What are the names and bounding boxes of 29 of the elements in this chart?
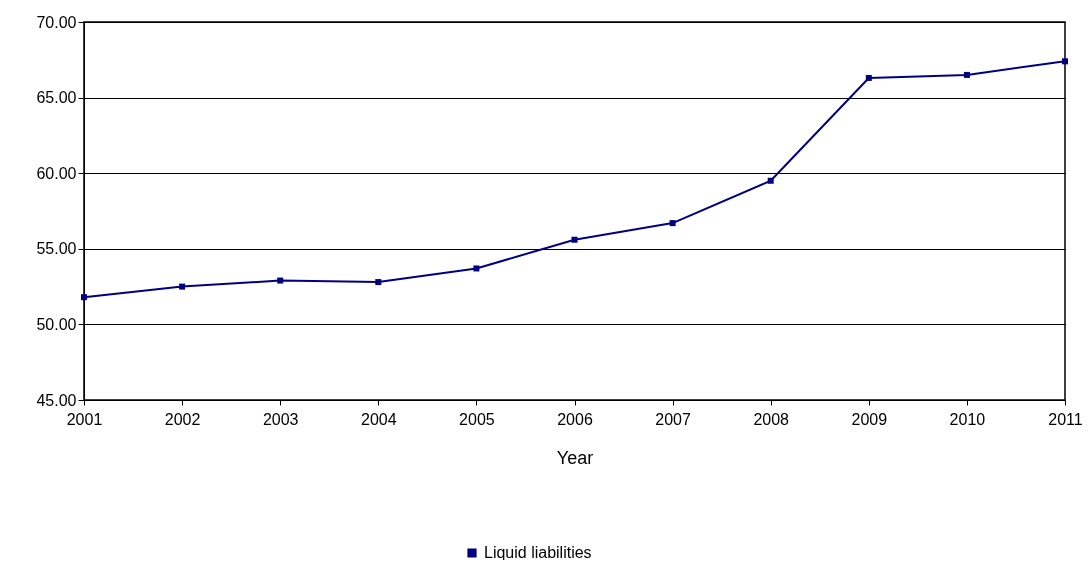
point — [669, 220, 676, 227]
y-tick-label: 70.00 — [36, 13, 77, 31]
point — [375, 279, 382, 286]
x-axis-title: Year — [556, 447, 594, 468]
x-tick-label: 2005 — [459, 410, 495, 428]
x-tick-label: 2010 — [949, 410, 986, 428]
y-tick-label: 60.00 — [36, 164, 77, 182]
y-tick-label: 65.00 — [36, 89, 77, 107]
x-tick-label: 2007 — [655, 410, 691, 428]
point — [473, 265, 480, 272]
x-tick-label: 2006 — [557, 410, 593, 428]
x-tick-label: 2003 — [262, 410, 299, 428]
point — [81, 294, 87, 301]
point — [963, 71, 970, 78]
x-tick-label: 2004 — [361, 410, 397, 428]
point — [179, 283, 186, 290]
x-tick-label: 2009 — [851, 410, 888, 428]
x-tick-label: 2001 — [66, 410, 103, 428]
y-tick-label: 45.00 — [36, 391, 77, 409]
point — [767, 177, 774, 184]
point — [865, 74, 872, 81]
x-tick-label: 2002 — [164, 410, 201, 428]
point — [277, 277, 284, 284]
point — [571, 236, 578, 243]
y-tick-label: 50.00 — [36, 315, 77, 333]
point — [1062, 58, 1068, 65]
x-tick-label: 2011 — [1048, 410, 1083, 428]
x-tick-label: 2008 — [753, 410, 790, 428]
y-tick-label: 55.00 — [36, 240, 77, 258]
